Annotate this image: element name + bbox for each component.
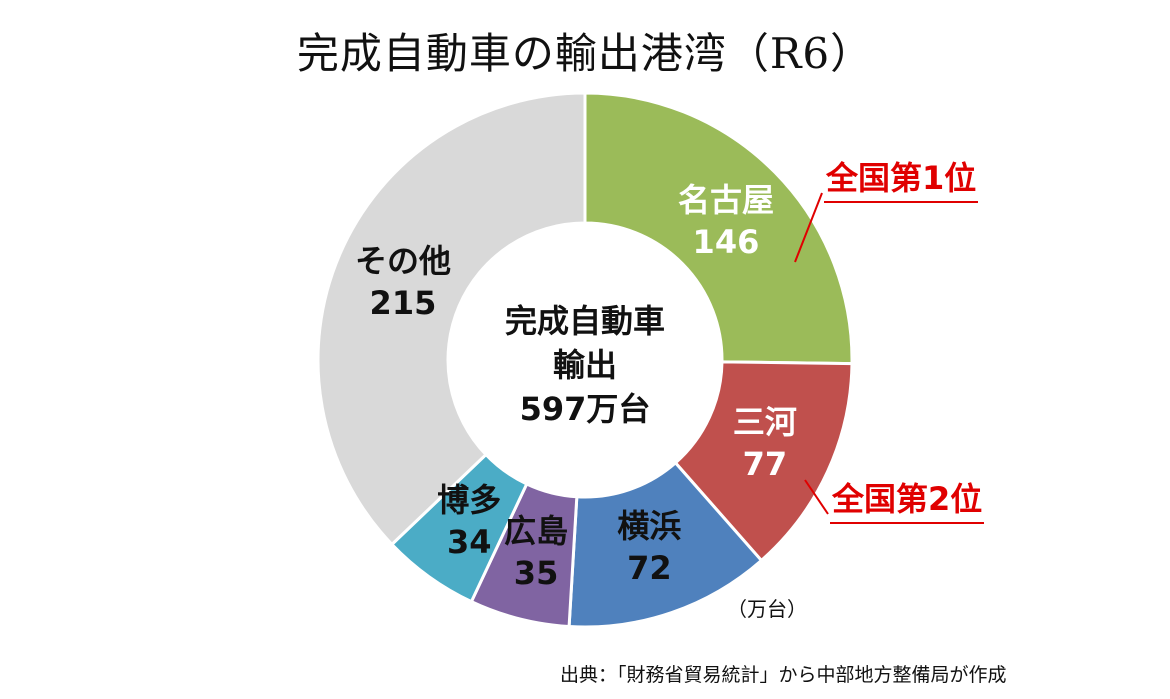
slice-value: 77 bbox=[742, 444, 788, 483]
slice-category: 博多 bbox=[437, 480, 502, 519]
callout-first: 全国第1位 bbox=[824, 153, 979, 203]
slice-category: 横浜 bbox=[617, 507, 682, 546]
callout-line-second bbox=[804, 479, 829, 515]
slice-category: その他 bbox=[354, 242, 451, 281]
center-line1: 完成自動車 bbox=[504, 302, 666, 340]
source-note: 出典：「財務省貿易統計」から中部地方整備局が作成 bbox=[560, 664, 1007, 686]
slice-label-3: 広島 35 bbox=[504, 510, 568, 594]
slice-0 bbox=[583, 91, 854, 366]
center-line2: 輸出 bbox=[552, 346, 618, 384]
slice-label-4: 博多 34 bbox=[437, 479, 501, 563]
callout-line-first bbox=[794, 192, 823, 263]
slice-value: 34 bbox=[447, 522, 492, 561]
slice-2 bbox=[567, 460, 764, 629]
slice-value: 72 bbox=[627, 549, 672, 588]
slice-value: 35 bbox=[513, 553, 559, 592]
slice-value: 215 bbox=[369, 284, 437, 323]
slice-category: 広島 bbox=[504, 511, 569, 550]
slice-value: 146 bbox=[692, 222, 760, 261]
slice-5 bbox=[316, 91, 587, 547]
slice-label-1: 三河 77 bbox=[733, 401, 797, 485]
center-label: 完成自動車 輸出 597万台 bbox=[505, 299, 665, 431]
slice-category: 名古屋 bbox=[677, 180, 774, 219]
unit-label: （万台） bbox=[727, 597, 807, 621]
center-line3: 597万台 bbox=[519, 390, 651, 428]
callout-second: 全国第2位 bbox=[830, 474, 985, 524]
slice-label-5: その他 215 bbox=[355, 240, 451, 324]
chart-title: 完成自動車の輸出港湾（R6） bbox=[296, 29, 874, 78]
slice-category: 三河 bbox=[732, 402, 797, 441]
slice-label-0: 名古屋 146 bbox=[678, 179, 774, 263]
slice-label-2: 横浜 72 bbox=[617, 505, 681, 589]
